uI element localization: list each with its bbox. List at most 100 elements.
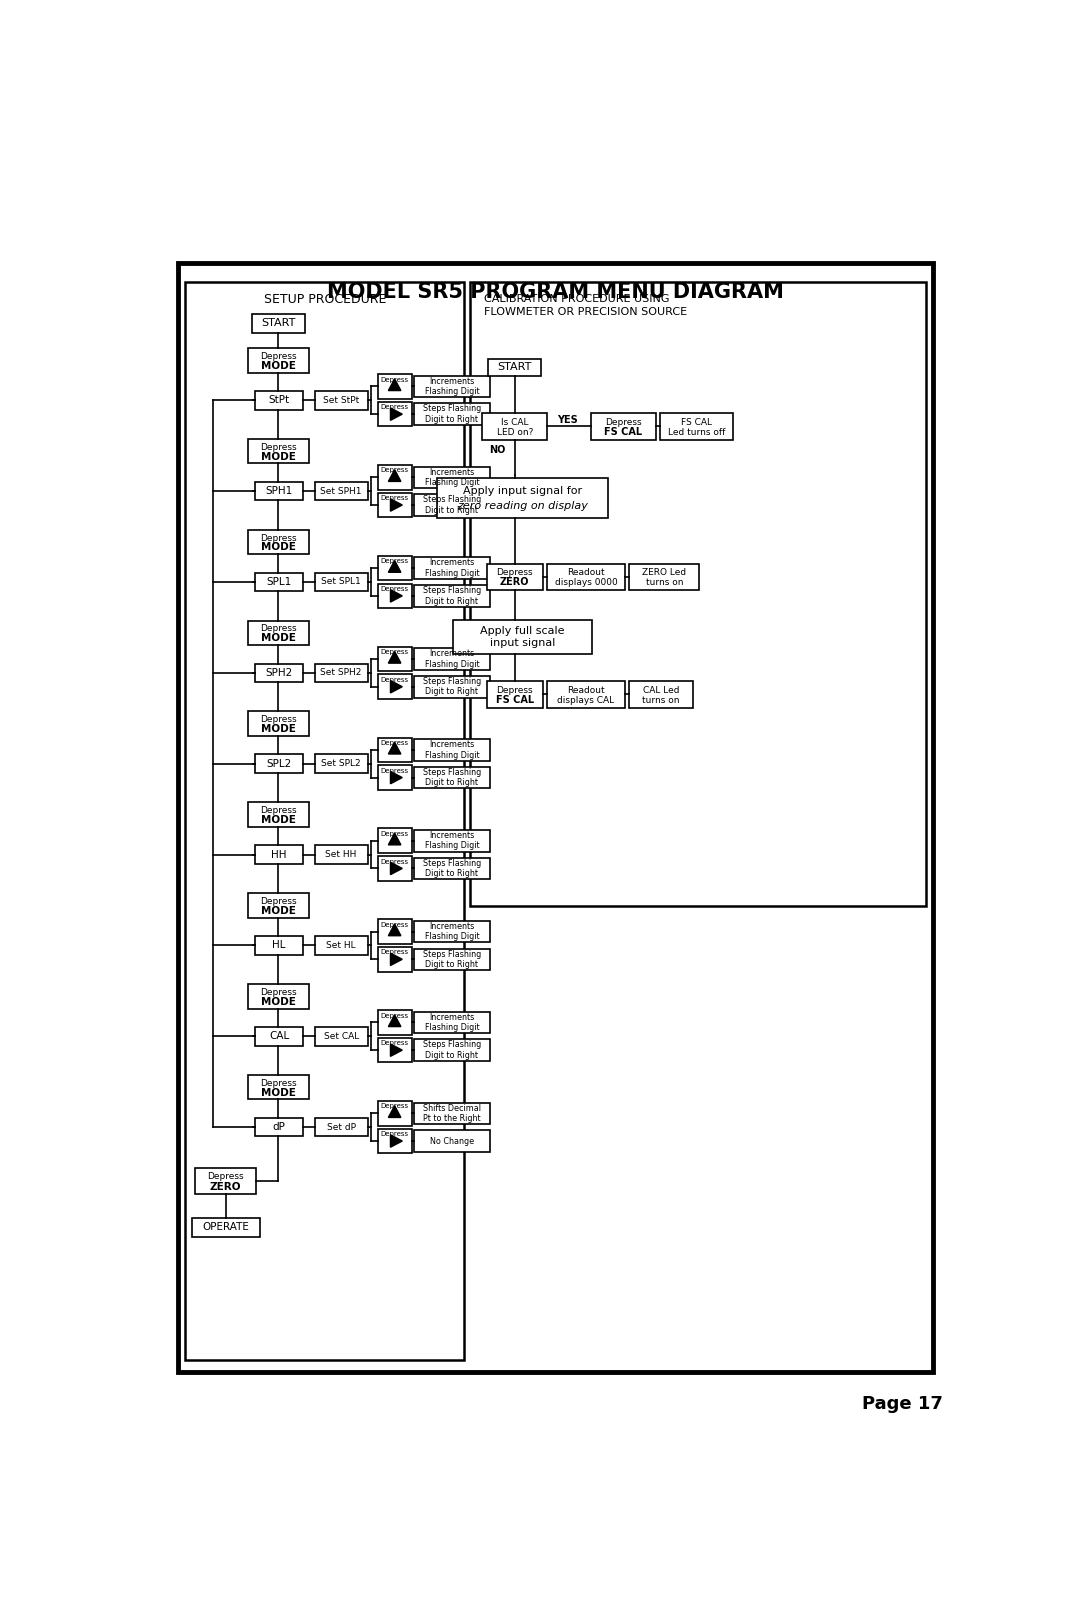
Polygon shape [389,742,401,755]
Bar [255,482,303,501]
Bar [255,936,303,955]
Polygon shape [389,378,401,391]
Bar [314,664,367,682]
Bar [248,802,309,827]
Text: SPL1: SPL1 [267,577,292,587]
Polygon shape [389,470,401,482]
Bar [378,556,411,580]
Polygon shape [391,680,402,693]
Polygon shape [389,651,401,663]
Text: turns on: turns on [643,695,680,705]
Text: YES: YES [557,415,578,425]
Bar [414,404,490,425]
Bar [191,1218,260,1236]
Text: turns on: turns on [646,579,683,587]
Bar [314,482,367,501]
Bar [470,283,926,907]
Bar [378,1100,411,1126]
Polygon shape [391,590,402,603]
Text: Increments
Flashing Digit: Increments Flashing Digit [424,831,480,850]
Text: ZERO: ZERO [210,1181,242,1193]
Text: Set dP: Set dP [326,1123,355,1131]
Text: Steps Flashing
Digit to Right: Steps Flashing Digit to Right [423,404,481,423]
Text: displays CAL: displays CAL [557,695,615,705]
Text: MODE: MODE [261,907,296,916]
Bar [248,440,309,464]
Text: Depress: Depress [380,1013,408,1018]
Text: MODE: MODE [261,543,296,553]
Bar [248,894,309,918]
Bar [414,375,490,398]
Bar [177,263,933,1372]
Text: Depress: Depress [260,987,297,997]
Text: Depress: Depress [380,740,408,747]
Bar [482,414,548,440]
Text: Depress: Depress [207,1172,244,1181]
Bar [378,1128,411,1154]
Text: Depress: Depress [605,419,642,427]
Text: Set CAL: Set CAL [324,1031,359,1041]
Bar [378,856,411,881]
Text: Apply input signal for: Apply input signal for [463,486,582,496]
Bar [378,920,411,944]
Bar [248,984,309,1008]
Bar [487,564,542,590]
Text: Depress: Depress [260,897,297,907]
Text: Set HH: Set HH [325,850,356,860]
Bar [378,373,411,399]
Bar [378,737,411,763]
Bar [661,414,733,440]
Bar [378,1010,411,1034]
Bar [414,494,490,516]
Polygon shape [389,924,401,936]
Text: NO: NO [489,446,505,456]
Text: Steps Flashing
Digit to Right: Steps Flashing Digit to Right [423,677,481,696]
Bar [378,1037,411,1062]
Text: SPH2: SPH2 [266,667,293,677]
Text: SETUP PROCEDURE: SETUP PROCEDURE [264,292,386,305]
Text: CAL Led: CAL Led [643,685,679,695]
Bar [248,530,309,554]
Text: Increments
Flashing Digit: Increments Flashing Digit [424,467,480,486]
Bar [255,845,303,865]
Text: Depress: Depress [260,624,297,633]
Text: HH: HH [271,850,287,860]
Bar [255,1118,303,1136]
Polygon shape [389,1105,401,1117]
Polygon shape [389,561,401,572]
Bar [414,585,490,606]
Text: Depress: Depress [380,558,408,564]
Text: HL: HL [272,941,286,950]
Text: Depress: Depress [380,494,408,501]
Bar [414,739,490,761]
Bar [186,283,464,1361]
Polygon shape [391,499,402,511]
Text: Set SPH1: Set SPH1 [321,486,362,496]
Text: Steps Flashing
Digit to Right: Steps Flashing Digit to Right [423,768,481,787]
Text: LED on?: LED on? [497,428,532,436]
Bar [378,674,411,700]
Text: Shifts Decimal
Pt to the Right: Shifts Decimal Pt to the Right [423,1104,481,1123]
Text: ZERO: ZERO [500,577,529,587]
Text: SPH1: SPH1 [266,486,293,496]
Text: Set HL: Set HL [326,941,356,950]
Bar [414,831,490,852]
Bar [255,572,303,591]
Polygon shape [391,953,402,965]
Text: Depress: Depress [260,806,297,814]
Bar [314,936,367,955]
Bar [378,465,411,490]
Text: Apply full scale: Apply full scale [481,625,565,635]
Bar [414,768,490,789]
Polygon shape [391,771,402,784]
Bar [378,766,411,790]
Text: Depress: Depress [380,467,408,473]
Text: Depress: Depress [380,950,408,955]
Bar [414,921,490,942]
Text: Is CAL: Is CAL [501,419,528,427]
Text: Set StPt: Set StPt [323,396,360,404]
Polygon shape [391,407,402,420]
Bar [488,359,541,375]
Bar [414,858,490,879]
Polygon shape [391,1044,402,1057]
